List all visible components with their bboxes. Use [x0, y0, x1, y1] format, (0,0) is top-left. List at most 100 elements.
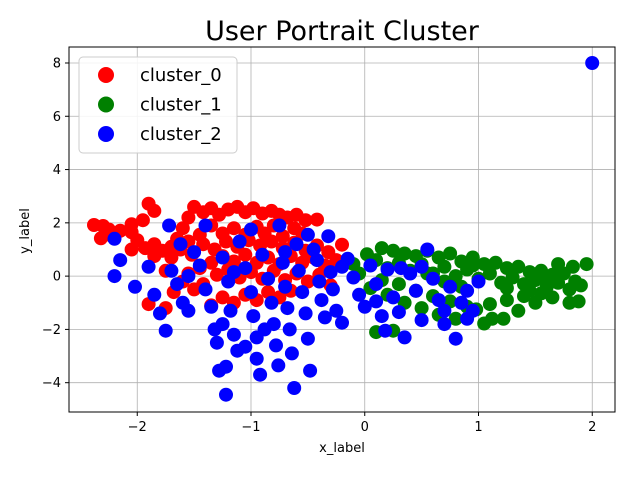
data-point: [261, 285, 276, 300]
data-point: [261, 271, 276, 286]
legend-label: cluster_1: [140, 95, 222, 116]
data-point: [325, 282, 340, 297]
data-point: [408, 283, 423, 298]
data-point: [226, 327, 241, 342]
data-point: [238, 339, 253, 354]
data-point: [287, 221, 302, 236]
data-point: [238, 247, 253, 262]
data-point: [471, 274, 486, 289]
data-point: [437, 259, 452, 274]
data-point: [323, 265, 338, 280]
y-tick-label: 8: [53, 56, 61, 71]
data-point: [272, 218, 287, 233]
data-point: [298, 213, 313, 228]
data-point: [107, 231, 122, 246]
data-point: [219, 387, 233, 402]
data-point: [300, 274, 315, 289]
data-point: [223, 303, 238, 318]
y-tick-label: 2: [53, 216, 61, 231]
data-point: [219, 234, 233, 249]
data-point: [571, 294, 586, 309]
data-point: [269, 338, 283, 353]
legend-marker: [98, 96, 114, 113]
data-point: [135, 213, 150, 228]
data-point: [585, 56, 600, 70]
data-point: [397, 330, 412, 345]
data-point: [391, 277, 406, 292]
legend-box: [78, 56, 238, 154]
data-point: [414, 259, 429, 274]
data-point: [204, 299, 219, 314]
data-point: [310, 253, 324, 268]
x-tick-label: 2: [588, 420, 596, 435]
plot-frame: [68, 46, 616, 413]
data-point: [246, 309, 261, 324]
data-point: [244, 222, 258, 237]
x-tick-label: −2: [128, 420, 147, 435]
ticks-layer: −2 −1 0 1 2 −4 −2 0 2 4 6 8: [42, 56, 597, 435]
data-point: [363, 258, 378, 273]
data-point: [369, 294, 384, 309]
legend-marker: [98, 126, 114, 142]
data-point: [141, 259, 156, 274]
data-point: [253, 367, 268, 382]
data-point: [310, 212, 324, 227]
data-point: [346, 270, 361, 285]
data-point: [465, 258, 480, 273]
data-point: [249, 351, 264, 366]
legend-marker: [98, 67, 114, 83]
data-point: [181, 303, 196, 318]
data-point: [198, 218, 213, 233]
legend-label: cluster_2: [140, 124, 222, 145]
data-point: [437, 303, 452, 318]
data-point: [181, 269, 196, 284]
data-point: [204, 255, 219, 270]
data-point: [275, 229, 290, 244]
data-point: [374, 309, 389, 324]
data-point: [488, 255, 503, 270]
data-point: [431, 293, 446, 308]
data-point: [443, 246, 458, 261]
data-point: [128, 279, 142, 294]
x-tick-label: 1: [474, 420, 482, 435]
data-point: [275, 255, 290, 270]
data-point: [215, 250, 230, 265]
data-point: [454, 295, 469, 310]
data-point: [264, 295, 279, 310]
series-cluster_2: [107, 56, 600, 402]
data-point: [420, 242, 435, 257]
data-point: [278, 279, 293, 294]
data-point: [291, 263, 306, 278]
data-point: [522, 283, 537, 298]
y-tick-label: −4: [42, 376, 61, 391]
data-point: [219, 359, 233, 374]
legend-label: cluster_0: [140, 65, 222, 86]
data-point: [107, 269, 122, 284]
data-point: [448, 331, 463, 346]
data-point: [357, 299, 372, 314]
data-point: [499, 293, 514, 308]
data-point: [335, 259, 349, 274]
data-point: [164, 263, 179, 278]
data-point: [147, 203, 162, 218]
data-point: [414, 313, 429, 328]
data-point: [278, 245, 293, 260]
data-point: [545, 290, 560, 305]
data-point: [215, 317, 230, 332]
data-point: [209, 267, 224, 282]
points-layer: [87, 56, 600, 402]
data-point: [238, 261, 253, 276]
y-tick-label: 6: [53, 110, 61, 125]
data-point: [511, 303, 526, 318]
data-point: [282, 322, 297, 337]
data-point: [170, 277, 185, 292]
data-point: [287, 381, 302, 395]
data-point: [460, 311, 475, 326]
data-point: [369, 277, 384, 292]
data-point: [565, 259, 580, 274]
data-point: [192, 258, 207, 273]
data-point: [198, 282, 213, 297]
data-point: [443, 279, 458, 294]
data-point: [499, 281, 514, 296]
data-point: [551, 257, 566, 272]
